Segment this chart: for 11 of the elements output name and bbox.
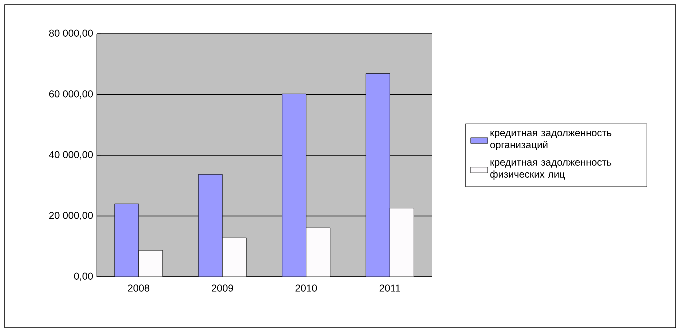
legend-label: кредитная задолженность физических лиц (490, 160, 612, 180)
x-tick-label: 2010 (296, 284, 318, 292)
x-tick-label: 2008 (128, 284, 150, 292)
y-tick-label: 20 000,00 (49, 212, 94, 220)
y-tick-label: 40 000,00 (49, 151, 94, 160)
legend-label: кредитная задолженность организаций (490, 131, 612, 151)
y-tick-label: 60 000,00 (50, 90, 94, 99)
x-tick-label: 2009 (212, 284, 234, 292)
y-tick-label: 0,00 (74, 272, 94, 282)
y-tick-label: 80 000,00 (49, 30, 94, 38)
x-tick-label: 2011 (380, 284, 400, 292)
